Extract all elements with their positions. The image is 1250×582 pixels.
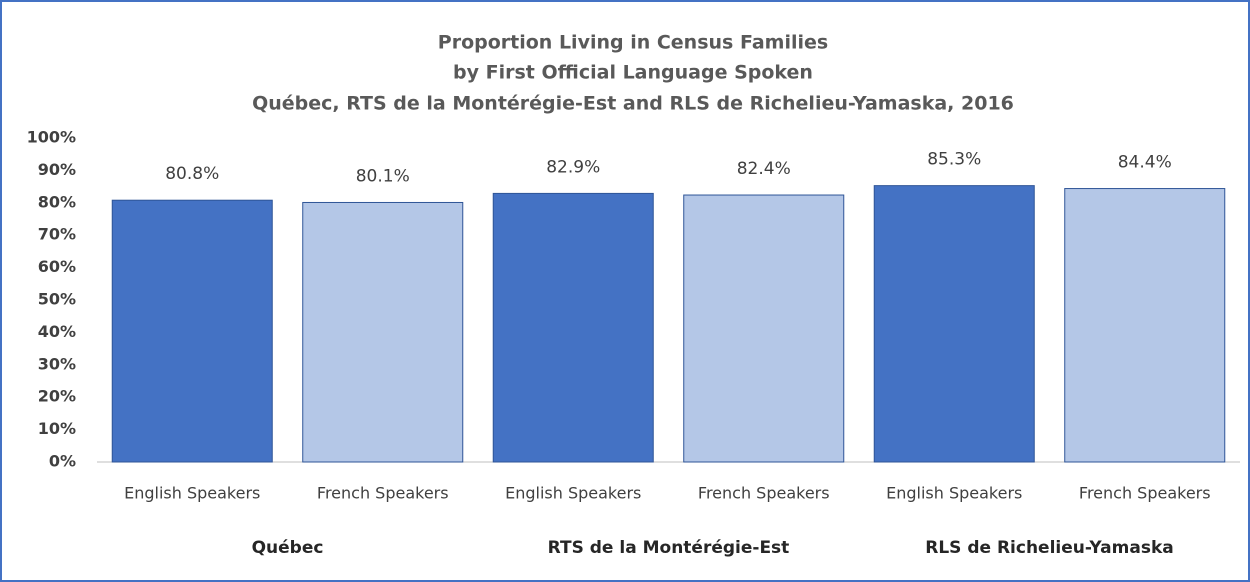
data-label: 84.4% <box>1118 153 1172 173</box>
chart-title: by First Official Language Spoken <box>453 62 813 84</box>
bar <box>1064 188 1226 463</box>
bar <box>873 185 1035 463</box>
y-tick-label: 20% <box>38 387 76 406</box>
y-tick-label: 100% <box>27 128 76 147</box>
x-tick-label: French Speakers <box>1079 484 1211 503</box>
y-tick-label: 30% <box>38 354 76 373</box>
x-tick-label: English Speakers <box>505 484 641 503</box>
y-tick-label: 40% <box>38 322 76 341</box>
y-tick-label: 80% <box>38 192 76 211</box>
chart-title: Québec, RTS de la Montérégie-Est and RLS… <box>252 93 1014 115</box>
data-label: 82.4% <box>737 159 791 179</box>
bar <box>492 192 654 463</box>
y-tick-label: 90% <box>38 160 76 179</box>
y-tick-label: 0% <box>49 452 76 471</box>
x-tick-label: English Speakers <box>886 484 1022 503</box>
bar <box>111 199 273 463</box>
y-tick-label: 70% <box>38 225 76 244</box>
group-label: RTS de la Montérégie-Est <box>548 538 790 558</box>
data-label: 82.9% <box>546 157 600 177</box>
chart-title: Proportion Living in Census Families <box>438 32 828 54</box>
group-label: Québec <box>252 538 324 558</box>
x-tick-label: English Speakers <box>124 484 260 503</box>
x-tick-label: French Speakers <box>698 484 830 503</box>
y-tick-label: 60% <box>38 257 76 276</box>
data-label: 85.3% <box>927 150 981 170</box>
data-label: 80.8% <box>165 164 219 184</box>
bar <box>302 201 464 463</box>
y-tick-label: 10% <box>38 419 76 438</box>
y-tick-label: 50% <box>38 290 76 309</box>
bar <box>683 194 845 463</box>
x-tick-label: French Speakers <box>317 484 449 503</box>
data-label: 80.1% <box>356 166 410 186</box>
group-label: RLS de Richelieu-Yamaska <box>925 538 1173 558</box>
